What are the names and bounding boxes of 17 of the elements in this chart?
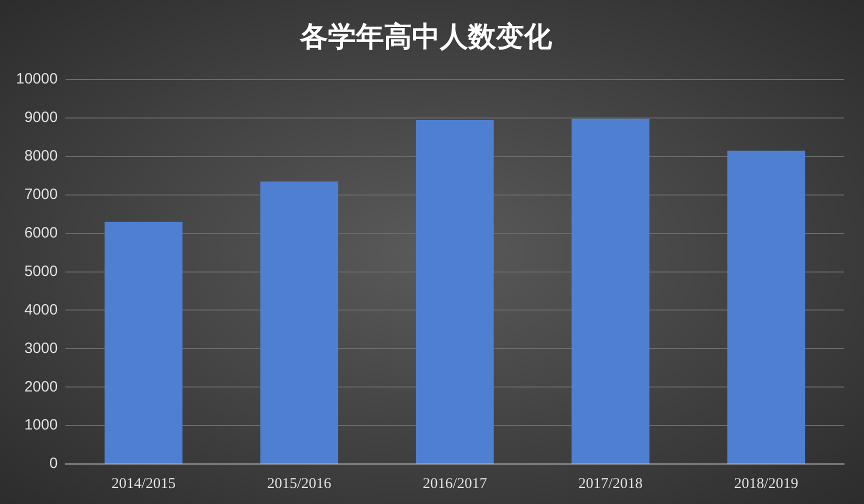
x-tick-label: 2016/2017 xyxy=(422,476,488,492)
y-tick-label: 0 xyxy=(49,455,58,472)
y-tick-label: 8000 xyxy=(24,148,58,165)
x-tick-label: 2018/2019 xyxy=(734,476,798,492)
y-tick-label: 5000 xyxy=(24,262,58,280)
x-tick-label: 2015/2016 xyxy=(267,476,332,492)
y-tick-label: 1000 xyxy=(24,416,58,434)
y-tick-label: 6000 xyxy=(24,224,58,242)
chart-title: 各学年高中人数变化 xyxy=(299,20,553,54)
x-tick-label: 2017/2018 xyxy=(578,476,643,492)
y-tick-label: 9000 xyxy=(24,109,58,126)
y-tick-label: 2000 xyxy=(24,378,58,396)
x-tick-label: 2014/2015 xyxy=(111,476,176,492)
y-tick-label: 3000 xyxy=(24,340,58,357)
y-tick-label: 7000 xyxy=(24,186,58,204)
y-tick-label: 4000 xyxy=(24,301,58,318)
y-tick-label: 10000 xyxy=(16,70,58,88)
